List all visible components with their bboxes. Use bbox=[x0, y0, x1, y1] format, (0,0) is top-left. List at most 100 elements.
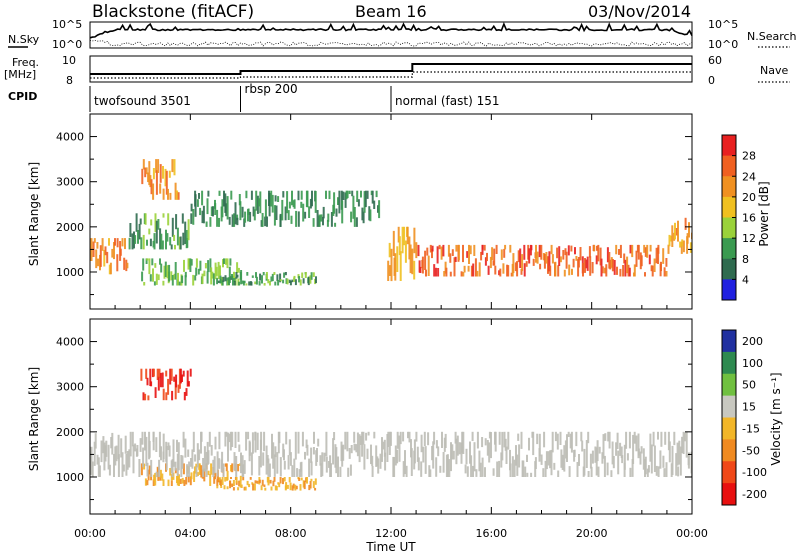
range-gate-cell bbox=[218, 190, 221, 196]
range-gate-cell bbox=[170, 474, 173, 481]
range-gate-cell bbox=[186, 238, 189, 248]
velocity-colorbar-label: Velocity [m s⁻¹] bbox=[769, 372, 783, 465]
range-gate-cell bbox=[307, 276, 310, 286]
range-gate-cell bbox=[558, 246, 561, 266]
range-gate-cell bbox=[591, 262, 594, 274]
range-gate-cell bbox=[249, 477, 252, 480]
range-gate-cell bbox=[644, 456, 647, 475]
range-gate-cell bbox=[600, 258, 603, 277]
range-gate-cell bbox=[640, 255, 643, 267]
range-gate-cell bbox=[159, 476, 162, 481]
range-gate-cell bbox=[362, 211, 365, 224]
velocity-colorbar-tick-label: -200 bbox=[742, 488, 767, 501]
range-gate-cell bbox=[418, 260, 421, 273]
range-gate-cell bbox=[347, 467, 350, 477]
power-colorbar-label: Power [dB] bbox=[757, 181, 771, 246]
range-gate-cell bbox=[590, 466, 593, 477]
range-gate-cell bbox=[261, 479, 264, 486]
range-gate-cell bbox=[339, 466, 342, 477]
noise-tick-right-bottom: 10^0 bbox=[708, 38, 738, 51]
range-gate-cell bbox=[207, 260, 210, 272]
range-gate-cell bbox=[146, 239, 148, 246]
range-gate-cell bbox=[469, 245, 472, 255]
range-gate-cell bbox=[209, 474, 212, 486]
range-gate-cell bbox=[589, 453, 592, 469]
range-gate-cell bbox=[575, 431, 578, 447]
range-gate-cell bbox=[623, 444, 626, 470]
range-gate-cell bbox=[174, 182, 177, 200]
range-gate-cell bbox=[606, 247, 609, 263]
range-gate-cell bbox=[355, 444, 358, 453]
range-gate-cell bbox=[441, 431, 443, 448]
range-gate-cell bbox=[142, 159, 145, 170]
range-gate-cell bbox=[262, 452, 265, 466]
range-gate-cell bbox=[681, 436, 684, 454]
power-colorbar-swatch bbox=[722, 238, 736, 260]
range-gate-cell bbox=[647, 465, 650, 473]
nave-label: Nave bbox=[760, 64, 788, 77]
range-gate-cell bbox=[320, 214, 323, 222]
range-gate-cell bbox=[567, 431, 570, 437]
range-gate-cell bbox=[431, 245, 434, 252]
range-gate-cell bbox=[180, 455, 183, 477]
range-gate-cell bbox=[182, 463, 185, 475]
range-gate-cell bbox=[449, 271, 452, 277]
range-gate-cell bbox=[169, 368, 172, 385]
range-gate-cell bbox=[195, 267, 198, 276]
range-gate-cell bbox=[562, 250, 565, 260]
range-gate-cell bbox=[437, 268, 440, 277]
range-gate-cell bbox=[657, 431, 659, 440]
range-gate-cell bbox=[212, 206, 214, 217]
range-gate-cell bbox=[298, 469, 301, 477]
range-gate-cell bbox=[295, 485, 298, 490]
range-gate-cell bbox=[346, 431, 349, 452]
velocity-colorbar-tick-label: -50 bbox=[742, 444, 760, 457]
range-gate-cell bbox=[240, 484, 243, 488]
range-gate-cell bbox=[332, 438, 335, 465]
range-gate-cell bbox=[203, 446, 206, 472]
range-gate-cell bbox=[138, 459, 141, 477]
range-gate-cell bbox=[215, 266, 218, 276]
range-gate-cell bbox=[426, 247, 429, 256]
range-gate-cell bbox=[149, 238, 152, 247]
range-gate-cell bbox=[522, 460, 525, 477]
range-gate-cell bbox=[147, 172, 150, 183]
range-gate-cell bbox=[247, 431, 250, 440]
range-gate-cell bbox=[466, 466, 469, 477]
range-gate-cell bbox=[431, 248, 433, 259]
range-gate-cell bbox=[581, 440, 584, 452]
range-gate-cell bbox=[146, 258, 149, 261]
range-gate-cell bbox=[216, 485, 219, 489]
range-gate-cell bbox=[161, 372, 164, 388]
range-gate-cell bbox=[148, 258, 151, 275]
range-gate-cell bbox=[346, 190, 349, 199]
range-gate-cell bbox=[325, 190, 327, 199]
velocity-colorbar-tick-label: -15 bbox=[742, 422, 760, 435]
range-gate-cell bbox=[228, 266, 231, 283]
range-gate-cell bbox=[242, 477, 245, 481]
range-gate-cell bbox=[167, 479, 170, 487]
power-colorbar-swatch bbox=[722, 217, 736, 239]
range-gate-cell bbox=[335, 208, 338, 217]
x-tick-label: 08:00 bbox=[275, 527, 307, 540]
range-gate-cell bbox=[547, 256, 549, 274]
velocity-colorbar: 200 100 50 15 -15 -50 -100 -200 bbox=[721, 329, 767, 506]
range-gate-cell bbox=[283, 449, 285, 461]
range-gate-cell bbox=[523, 244, 526, 260]
range-gate-cell bbox=[284, 272, 287, 276]
range-gate-cell bbox=[404, 450, 406, 475]
range-gate-cell bbox=[179, 368, 182, 384]
range-gate-cell bbox=[156, 368, 159, 380]
range-gate-cell bbox=[657, 466, 660, 477]
range-gate-cell bbox=[323, 452, 326, 462]
range-gate-cell bbox=[155, 170, 158, 195]
range-gate-cell bbox=[289, 482, 292, 491]
range-gate-cell bbox=[553, 462, 556, 470]
range-gate-cell bbox=[301, 431, 304, 447]
range-gate-cell bbox=[619, 244, 622, 258]
range-gate-cell bbox=[119, 248, 122, 256]
range-gate-cell bbox=[498, 270, 501, 276]
range-gate-cell bbox=[330, 212, 333, 227]
range-gate-cell bbox=[627, 264, 630, 277]
range-gate-cell bbox=[233, 281, 236, 286]
